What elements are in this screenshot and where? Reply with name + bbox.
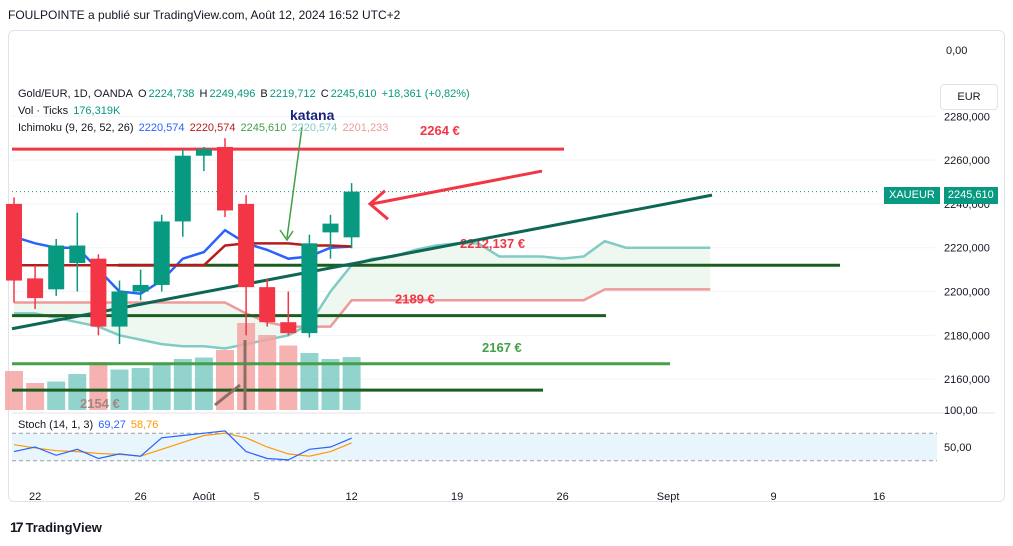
legend-ichimoku-label: Ichimoku (9, 26, 52, 26) bbox=[18, 122, 134, 134]
publisher-line: FOULPOINTE a publié sur TradingView.com,… bbox=[8, 8, 401, 22]
candle-body bbox=[343, 191, 360, 238]
legend-vol-label: Vol · Ticks bbox=[18, 105, 69, 117]
legend-close-label: C bbox=[320, 88, 329, 100]
volume-bar bbox=[89, 362, 108, 410]
x-tick-label: 16 bbox=[873, 491, 885, 503]
candle-body bbox=[259, 287, 276, 323]
footer-brand[interactable]: 17 TradingView bbox=[10, 519, 102, 535]
legend-low-label: B bbox=[260, 88, 268, 100]
y-tick-label: 2200,000 bbox=[944, 287, 990, 299]
x-tick-label: 5 bbox=[254, 491, 260, 503]
legend-open-value: 2224,738 bbox=[148, 88, 195, 100]
katana-arrow-head bbox=[279, 229, 294, 242]
ichimoku-kijun bbox=[14, 242, 352, 267]
y-tick-label: 2280,000 bbox=[944, 111, 990, 123]
trend-line bbox=[11, 193, 713, 331]
ichimoku-cloud bbox=[14, 241, 711, 349]
candle-body bbox=[111, 291, 128, 327]
legend-vol-value: 176,319K bbox=[73, 105, 121, 117]
currency-button[interactable]: EUR bbox=[940, 84, 998, 110]
volume-bar bbox=[258, 335, 277, 410]
legend-symbol-row: Gold/EUR, 1D, OANDA O 2224,738 H 2249,496 … bbox=[18, 88, 472, 100]
volume-bar bbox=[68, 374, 87, 410]
katana-arrow bbox=[286, 126, 303, 239]
volume-bar bbox=[26, 383, 45, 410]
level-label: 2264 € bbox=[420, 123, 460, 138]
annotation-katana: katana bbox=[290, 107, 335, 123]
candle-body bbox=[217, 146, 233, 211]
footer-brand-label: TradingView bbox=[25, 519, 102, 535]
x-tick-label: 12 bbox=[345, 491, 357, 503]
candle-body bbox=[90, 258, 107, 327]
y-tick-label: 2260,000 bbox=[944, 155, 990, 167]
x-tick-label: Sept bbox=[657, 491, 680, 503]
legend-ichimoku-span-a: 2220,574 bbox=[291, 122, 338, 134]
volume-bar bbox=[300, 353, 319, 410]
level-label: 2154 € bbox=[80, 396, 120, 411]
legend-high-label: H bbox=[199, 88, 208, 100]
candle-body bbox=[132, 284, 149, 292]
level-label: 2189 € bbox=[395, 292, 435, 307]
x-tick-label: 22 bbox=[29, 491, 41, 503]
ichimoku-span-b bbox=[14, 288, 711, 328]
candle-body bbox=[174, 155, 191, 222]
legend-high-value: 2249,496 bbox=[209, 88, 256, 100]
stoch-axis-mid: 50,00 bbox=[944, 442, 972, 454]
volume-bar bbox=[194, 357, 213, 410]
stoch-k-line bbox=[13, 430, 352, 461]
legend-open-label: O bbox=[137, 88, 147, 100]
candle-body bbox=[301, 243, 318, 334]
legend-ichimoku-tenkan: 2220,574 bbox=[138, 122, 185, 134]
candle-body bbox=[6, 203, 22, 281]
y-tick-label: 2160,000 bbox=[944, 374, 990, 386]
x-tick-label: Août bbox=[193, 491, 216, 503]
y-tick-label: 2180,000 bbox=[944, 330, 990, 342]
price-tag-value: 2245,610 bbox=[943, 187, 998, 204]
x-tick-label: 19 bbox=[451, 491, 463, 503]
y-tick-label: 2220,000 bbox=[944, 243, 990, 255]
volume-bar bbox=[47, 381, 66, 410]
legend-stoch-k: 69,27 bbox=[98, 419, 126, 431]
volume-bar bbox=[321, 359, 340, 410]
candle-body bbox=[322, 223, 339, 233]
candle-body bbox=[195, 149, 212, 156]
stoch-axis-top: 100,00 bbox=[944, 405, 978, 417]
price-tag-symbol: XAUEUR bbox=[884, 187, 940, 204]
volume-bar bbox=[279, 345, 298, 410]
volume-bar bbox=[152, 365, 171, 410]
candle-body bbox=[238, 203, 255, 288]
red-arrow-head bbox=[367, 189, 389, 221]
candle-body bbox=[48, 245, 65, 290]
ichimoku-tenkan bbox=[13, 228, 352, 296]
legend-close-value: 2245,610 bbox=[330, 88, 377, 100]
brown-arrow bbox=[214, 383, 241, 407]
candle-body bbox=[153, 221, 170, 285]
legend-change: +18,361 (+0,82%) bbox=[381, 88, 470, 100]
volume-bar bbox=[342, 357, 361, 410]
tradingview-logo-icon: 17 bbox=[10, 519, 24, 535]
legend-stoch-d: 58,76 bbox=[130, 419, 159, 431]
legend-ichimoku-chikou: 2245,610 bbox=[240, 122, 287, 134]
last-price-tag: XAUEUR 2245,610 bbox=[884, 187, 998, 204]
top-axis-label: 0,00 bbox=[946, 45, 968, 57]
legend-stoch-row: Stoch (14, 1, 3) 69,27 58,76 bbox=[18, 419, 160, 431]
x-tick-label: 9 bbox=[771, 491, 777, 503]
legend-ichimoku-row: Ichimoku (9, 26, 52, 26) 2220,574 2220,5… bbox=[18, 122, 390, 134]
legend-volume-row: Vol · Ticks 176,319K bbox=[18, 105, 122, 117]
level-label: 2167 € bbox=[482, 340, 522, 355]
x-tick-label: 26 bbox=[556, 491, 568, 503]
legend-stoch-label: Stoch (14, 1, 3) bbox=[18, 419, 94, 431]
candle-body bbox=[280, 322, 297, 334]
legend-low-value: 2219,712 bbox=[269, 88, 316, 100]
volume-bar bbox=[173, 359, 192, 410]
legend-ichimoku-span-b: 2201,233 bbox=[342, 122, 389, 134]
x-tick-label: 26 bbox=[134, 491, 146, 503]
red-arrow-line bbox=[371, 169, 543, 206]
legend-ichimoku-kijun: 2220,574 bbox=[189, 122, 236, 134]
candle-body bbox=[69, 245, 86, 264]
candle-body bbox=[27, 278, 44, 299]
legend-symbol: Gold/EUR, 1D, OANDA bbox=[18, 88, 133, 100]
